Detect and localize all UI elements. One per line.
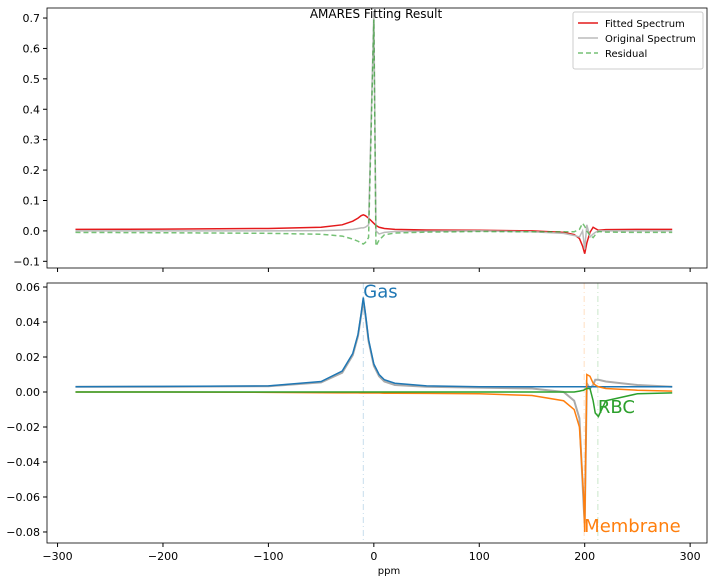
x-tick-label: −200	[148, 550, 178, 563]
annotation: Membrane	[584, 516, 680, 537]
y-tick-label: 0.04	[16, 316, 41, 329]
y-tick-label: −0.04	[6, 456, 40, 469]
y-tick-label: 0.6	[23, 42, 41, 55]
axes-frame	[46, 282, 708, 544]
series-line	[75, 213, 673, 254]
legend-label: Residual	[605, 49, 647, 60]
y-tick-label: 0.00	[16, 386, 41, 399]
x-tick-label: 300	[680, 550, 701, 563]
plot-area	[75, 283, 673, 543]
y-tick-label: 0.1	[23, 194, 41, 207]
y-tick-label: 0.0	[23, 225, 41, 238]
chart-title: AMARES Fitting Result	[310, 7, 443, 21]
y-tick-label: −0.08	[6, 526, 40, 539]
legend-label: Original Spectrum	[605, 34, 696, 45]
y-tick-label: 0.2	[23, 164, 41, 177]
y-tick-label: 0.06	[16, 281, 41, 294]
series-line	[75, 11, 673, 250]
legend-label: Fitted Spectrum	[605, 19, 685, 30]
series-line	[75, 373, 673, 533]
y-tick-label: 0.4	[23, 103, 41, 116]
x-tick-label: 200	[574, 550, 595, 563]
plot-area	[75, 11, 673, 254]
y-tick-label: 0.02	[16, 351, 41, 364]
series-line	[75, 19, 673, 247]
y-tick-label: −0.06	[6, 491, 40, 504]
x-tick-label: −100	[253, 550, 283, 563]
series-line	[75, 387, 673, 418]
legend-box	[572, 11, 704, 70]
x-tick-label: 0	[370, 550, 377, 563]
y-tick-label: 0.7	[23, 12, 41, 25]
axes-frame	[46, 7, 708, 269]
y-tick-label: 0.5	[23, 73, 41, 86]
annotation: RBC	[598, 397, 635, 418]
y-tick-label: −0.02	[6, 421, 40, 434]
x-axis-label: ppm	[378, 566, 400, 577]
x-tick-label: −300	[42, 550, 72, 563]
annotation: Gas	[363, 282, 397, 303]
y-tick-label: −0.1	[13, 255, 40, 268]
x-tick-label: 100	[469, 550, 490, 563]
series-line	[75, 297, 673, 388]
y-tick-label: 0.3	[23, 134, 41, 147]
